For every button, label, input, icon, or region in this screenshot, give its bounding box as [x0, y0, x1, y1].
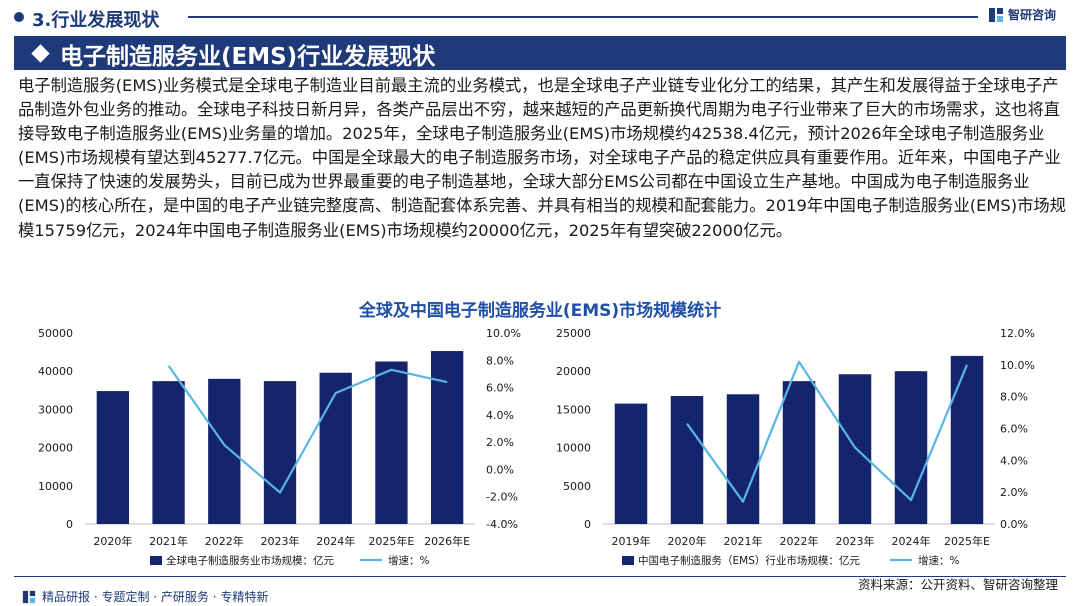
right-axis-tick: 10.0%	[1000, 359, 1035, 372]
footer-tagline: 精品研报 · 专题定制 · 产研服务 · 专精特新	[22, 588, 268, 605]
right-axis-tick: 10.0%	[486, 327, 521, 340]
bar	[96, 391, 130, 524]
footer-tagline-text: 精品研报 · 专题定制 · 产研服务 · 专精特新	[42, 590, 269, 604]
x-tick-label: 2026年E	[424, 534, 470, 548]
growth-line	[686, 360, 969, 503]
right-axis-tick: 8.0%	[486, 354, 514, 367]
x-tick-label: 2020年	[668, 534, 707, 548]
header-divider	[188, 16, 978, 18]
right-axis-tick: 6.0%	[486, 382, 514, 395]
left-axis-tick: 20000	[38, 442, 73, 455]
growth-line	[167, 365, 448, 494]
x-tick-label: 2025年E	[944, 534, 990, 548]
bar	[670, 396, 704, 524]
left-axis-tick: 20000	[556, 365, 591, 378]
legend-bar-label: 全球电子制造服务业市场规模：亿元	[166, 554, 334, 567]
source-note: 资料来源：公开资料、智研咨询整理	[857, 577, 1058, 592]
title-banner: 电子制造服务业(EMS)行业发展现状	[14, 36, 1066, 70]
x-tick-label: 2022年	[205, 534, 244, 548]
bar	[263, 381, 297, 524]
legend-bar-swatch	[150, 556, 162, 565]
bar	[152, 381, 185, 524]
right-axis-tick: 8.0%	[1000, 391, 1028, 404]
left-axis-tick: 10000	[38, 480, 73, 493]
left-axis-tick: 25000	[556, 327, 591, 340]
diamond-icon	[31, 44, 50, 63]
banner-title: 电子制造服务业(EMS)行业发展现状	[60, 44, 436, 70]
left-axis-tick: 5000	[563, 480, 591, 493]
left-axis-tick: 10000	[556, 442, 591, 455]
right-axis-tick: -2.0%	[486, 491, 518, 504]
left-axis-tick: 40000	[38, 365, 73, 378]
left-axis-tick: 0	[584, 518, 591, 531]
bar	[782, 381, 816, 524]
left-axis-tick: 50000	[38, 327, 73, 340]
right-axis-tick: 4.0%	[1000, 454, 1028, 467]
footer-logo-icon	[22, 590, 36, 603]
right-axis-tick: 2.0%	[1000, 486, 1028, 499]
bullet-dot	[14, 12, 24, 22]
legend-line-label: 增速：%	[918, 554, 959, 567]
intro-paragraph: 电子制造服务(EMS)业务模式是全球电子制造业目前最主流的业务模式，也是全球电子…	[18, 76, 1066, 240]
logo-text: 智研咨询	[1008, 8, 1057, 22]
right-axis-tick: -4.0%	[486, 518, 518, 531]
bar	[614, 403, 648, 524]
footer-divider	[14, 576, 1066, 577]
china-ems-chart: 0 5000 10000 15000 20000 25000 0.0% 2.0% 4.0% 6.0…	[556, 327, 1035, 567]
x-tick-label: 2019年	[612, 534, 651, 548]
legend-bar-swatch	[622, 556, 634, 565]
x-tick-label: 2021年	[149, 534, 188, 548]
right-axis-tick: 6.0%	[1000, 423, 1028, 436]
right-axis-tick: 4.0%	[486, 409, 514, 422]
logo-icon	[989, 7, 1003, 22]
x-tick-label: 2025年E	[368, 534, 414, 548]
left-axis-tick: 30000	[38, 403, 73, 416]
global-ems-chart: 0 10000 20000 30000 40000 50000 -4.0% -2.0% 0.0%…	[38, 327, 521, 567]
right-axis-tick: 12.0%	[1000, 327, 1035, 340]
x-tick-label: 2023年	[836, 534, 875, 548]
x-tick-label: 2024年	[316, 534, 355, 548]
right-axis-tick: 2.0%	[486, 436, 514, 449]
bar	[950, 355, 984, 524]
section-title: 3.行业发展现状	[32, 10, 160, 31]
right-axis-tick: 0.0%	[486, 463, 514, 476]
right-axis-tick: 0.0%	[1000, 518, 1028, 531]
bar	[319, 372, 352, 524]
bar	[208, 378, 241, 524]
left-axis-tick: 0	[66, 518, 73, 531]
left-axis-tick: 15000	[556, 403, 591, 416]
x-tick-label: 2020年	[93, 534, 132, 548]
bar	[838, 374, 872, 524]
x-tick-label: 2023年	[261, 534, 300, 548]
bar	[430, 351, 464, 524]
x-tick-label: 2022年	[780, 534, 819, 548]
x-tick-label: 2024年	[892, 534, 931, 548]
top-bar: 3.行业发展现状 智研咨询	[0, 0, 1080, 34]
legend-bar-label: 中国电子制造服务（EMS）行业市场规模：亿元	[638, 554, 860, 567]
bar	[726, 394, 760, 524]
legend-line-label: 增速：%	[388, 554, 429, 567]
bar	[375, 361, 408, 524]
x-tick-label: 2021年	[724, 534, 763, 548]
chart-title: 全球及中国电子制造服务业(EMS)市场规模统计	[358, 301, 722, 321]
brand-logo: 智研咨询	[988, 6, 1056, 23]
